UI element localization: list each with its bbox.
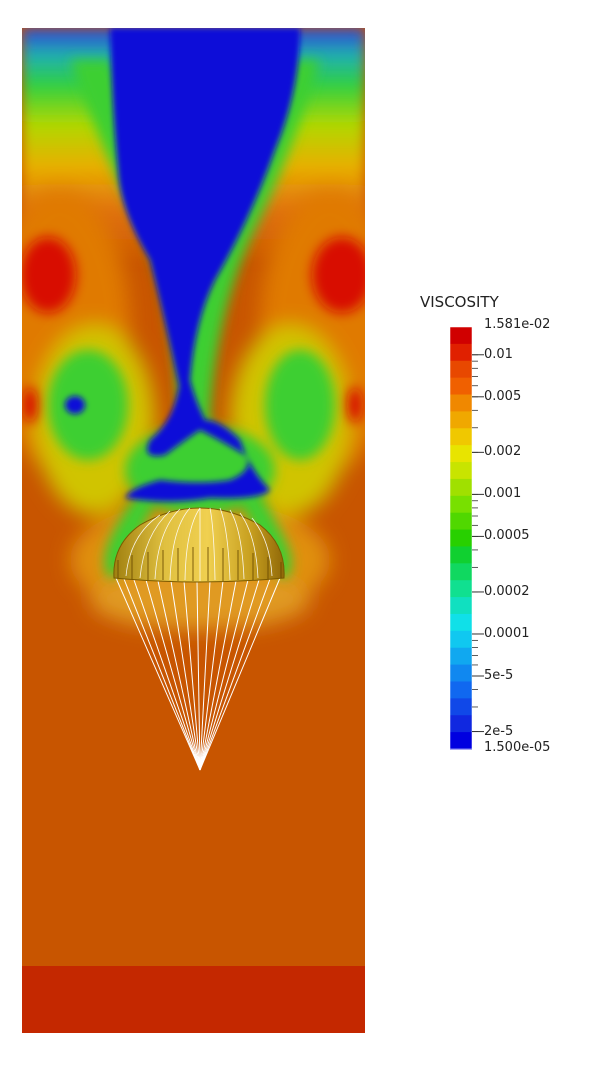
colorbar-band (450, 478, 472, 497)
colorbar-band (450, 647, 472, 666)
flow-domain (22, 28, 365, 1033)
colorbar-band (450, 613, 472, 632)
colorbar-band (450, 715, 472, 733)
colorbar-band (450, 445, 472, 463)
colorbar-band (450, 512, 472, 531)
colorbar-tick-label: 0.002 (484, 444, 522, 460)
colorbar-band (450, 495, 472, 514)
colorbar (449, 326, 484, 750)
right-red-eddy (312, 237, 365, 313)
bottom-red-band (22, 966, 365, 1033)
colorbar-band (450, 597, 472, 615)
colorbar-band (450, 428, 472, 446)
colorbar-tick-label: 2e-5 (484, 723, 514, 739)
colorbar-tick-label: 0.0001 (484, 625, 530, 641)
colorbar-tick-label: 0.005 (484, 388, 522, 404)
colorbar-band (450, 394, 472, 412)
colorbar-band (450, 411, 472, 429)
colorbar-band (450, 698, 472, 716)
colorbar-band (450, 529, 472, 548)
colorbar-band (450, 546, 472, 564)
colorbar-band (450, 343, 472, 362)
suspension-lines (115, 577, 281, 771)
left-red-eddy (22, 237, 76, 313)
colorbar-band (450, 563, 472, 581)
colorbar-title: VISCOSITY (420, 293, 499, 311)
colorbar-band (450, 630, 472, 649)
colorbar-max-label: 1.581e-02 (484, 317, 551, 332)
colorbar-band (450, 377, 472, 396)
colorbar-band (450, 732, 472, 750)
colorbar-band (450, 681, 472, 699)
parachute-canopy (113, 507, 285, 583)
colorbar-min-label: 1.500e-05 (484, 740, 551, 755)
colorbar-tick-label: 0.01 (484, 346, 513, 362)
colorbar-band (450, 327, 472, 345)
colorbar-tick-label: 0.0002 (484, 583, 530, 599)
colorbar-band (450, 664, 472, 683)
colorbar-band (450, 580, 472, 598)
colorbar-band (450, 462, 472, 480)
colorbar-tick-label: 5e-5 (484, 668, 514, 683)
colorbar-tick-label: 0.001 (484, 486, 522, 502)
colorbar-tick-label: 0.0005 (484, 528, 530, 544)
colorbar-band (450, 360, 472, 379)
colorbar-frame (449, 326, 473, 750)
